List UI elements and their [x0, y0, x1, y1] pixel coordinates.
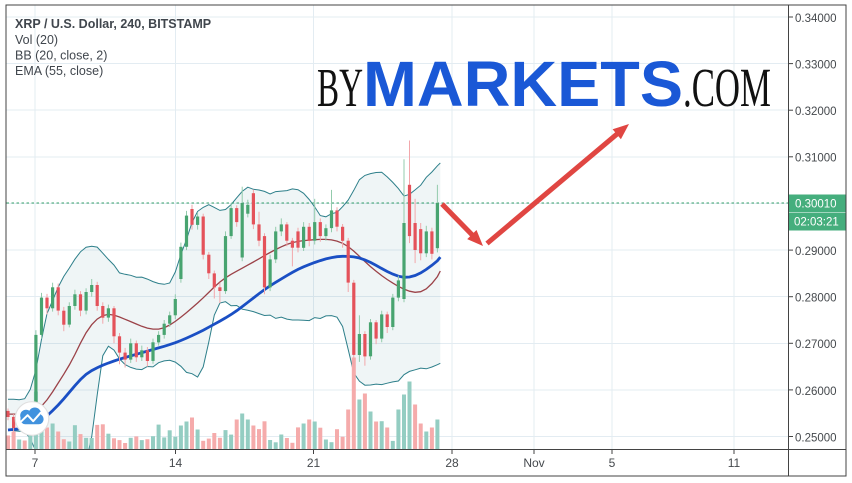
svg-text:0.30010: 0.30010	[795, 199, 837, 211]
svg-text:0.34000: 0.34000	[795, 13, 837, 25]
svg-text:BY: BY	[317, 57, 363, 118]
svg-text:BB (20, close, 2): BB (20, close, 2)	[15, 49, 107, 63]
svg-text:0.27000: 0.27000	[795, 339, 837, 351]
svg-text:.COM: .COM	[683, 57, 771, 118]
svg-text:0.26000: 0.26000	[795, 386, 837, 398]
svg-text:Nov: Nov	[523, 456, 544, 470]
svg-text:5: 5	[609, 456, 616, 470]
svg-text:7: 7	[32, 456, 39, 470]
svg-text:0.29000: 0.29000	[795, 246, 837, 258]
svg-text:21: 21	[307, 456, 321, 470]
svg-text:0.33000: 0.33000	[795, 60, 837, 72]
svg-text:14: 14	[169, 456, 183, 470]
svg-text:0.28000: 0.28000	[795, 293, 837, 305]
svg-text:02:03:21: 02:03:21	[794, 217, 839, 229]
svg-text:0.25000: 0.25000	[795, 432, 837, 444]
svg-text:28: 28	[445, 456, 459, 470]
svg-text:XRP / U.S. Dollar, 240, BITSTA: XRP / U.S. Dollar, 240, BITSTAMP	[15, 17, 211, 31]
svg-text:0.31000: 0.31000	[795, 153, 837, 165]
svg-text:MARKETS: MARKETS	[363, 48, 683, 120]
svg-text:EMA (55, close): EMA (55, close)	[15, 64, 103, 78]
svg-text:Vol (20): Vol (20)	[15, 33, 58, 47]
svg-text:0.32000: 0.32000	[795, 106, 837, 118]
svg-text:11: 11	[728, 456, 741, 470]
